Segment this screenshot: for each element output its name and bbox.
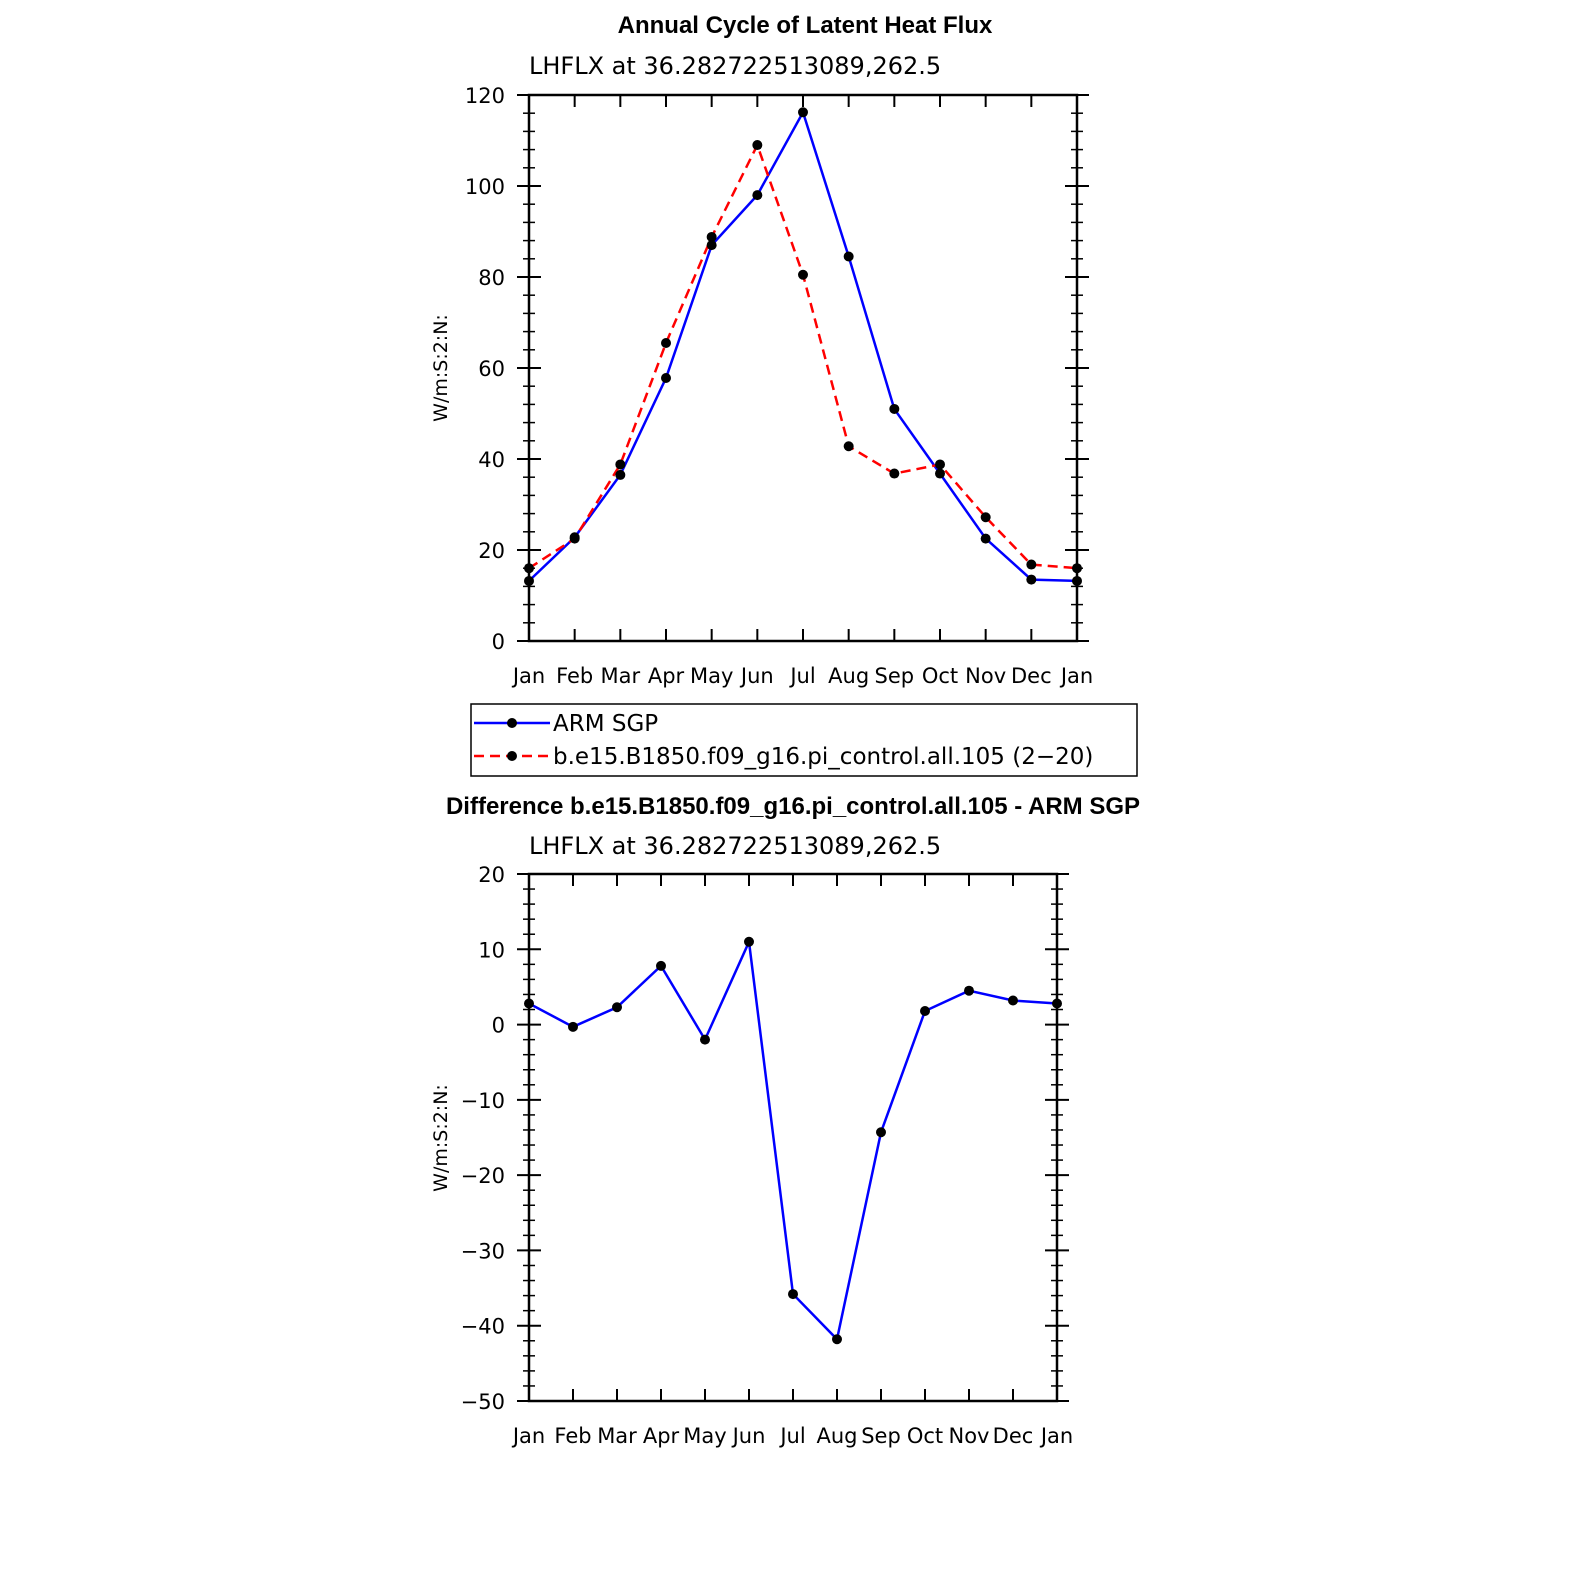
y-tick-label: 20: [478, 539, 505, 563]
y-tick-label: 20: [478, 863, 505, 887]
y-tick-label: 100: [465, 175, 505, 199]
x-tick-label: Aug: [816, 1424, 857, 1448]
x-tick-label: Feb: [556, 664, 593, 688]
x-tick-label: Jan: [1059, 664, 1093, 688]
y-axis-label: W/m:S:2:N:: [430, 1084, 452, 1192]
data-point-s0-3: [661, 373, 671, 384]
data-point-s0-8: [889, 403, 900, 414]
data-point-s0-0: [524, 998, 534, 1009]
x-tick-label: Apr: [648, 664, 685, 688]
chart-title: Annual Cycle of Latent Heat Flux: [618, 12, 993, 39]
x-tick-label: Mar: [601, 664, 641, 688]
y-tick-label: 0: [492, 630, 505, 654]
y-tick-label: 10: [478, 938, 505, 962]
data-point-s0-4: [700, 1034, 710, 1045]
legend-marker-arm-sgp: [507, 718, 517, 728]
data-point-s0-7: [832, 1334, 842, 1345]
legend-label-model: b.e15.B1850.f09_g16.pi_control.all.105 (…: [553, 744, 1093, 770]
data-point-s1-11: [1026, 559, 1037, 570]
x-tick-label: Feb: [554, 1424, 591, 1448]
panel-difference: Difference b.e15.B1850.f09_g16.pi_contro…: [430, 793, 1140, 1448]
series-line-0: [528, 937, 1058, 1342]
x-tick-label: Dec: [993, 1424, 1034, 1448]
data-point-s0-11: [1008, 995, 1018, 1006]
y-tick-label: 0: [492, 1014, 505, 1038]
x-tick-label: May: [690, 664, 733, 688]
plot-frame: [527, 93, 1079, 643]
data-point-s1-2: [615, 459, 626, 470]
x-tick-label: May: [683, 1424, 726, 1448]
y-tick-label: −20: [461, 1164, 505, 1188]
chart-title: Difference b.e15.B1850.f09_g16.pi_contro…: [446, 793, 1140, 820]
y-tick-label: 40: [478, 448, 505, 472]
y-tick-label: −40: [461, 1315, 505, 1339]
data-point-s0-9: [935, 468, 945, 479]
x-tick-label: Dec: [1011, 664, 1052, 688]
x-tick-label: Jun: [739, 664, 774, 688]
data-point-s0-10: [964, 985, 974, 996]
data-point-s1-8: [889, 468, 900, 479]
data-point-s1-5: [752, 140, 763, 151]
data-point-s0-8: [876, 1127, 886, 1138]
x-tick-label: Aug: [828, 664, 869, 688]
data-point-s0-4: [706, 240, 717, 251]
y-tick-label: 60: [478, 357, 505, 381]
data-point-s1-4: [706, 231, 717, 242]
series-line-0: [528, 109, 1078, 583]
data-point-s0-5: [752, 190, 763, 201]
y-tick-label: 120: [465, 84, 505, 108]
y-tick-label: −50: [461, 1390, 505, 1414]
x-tick-label: Apr: [643, 1424, 680, 1448]
y-tick-label: −10: [461, 1089, 505, 1113]
legend-label-arm-sgp: ARM SGP: [553, 711, 658, 737]
x-tick-label: Jul: [788, 664, 815, 688]
data-point-s1-1: [569, 533, 580, 544]
data-point-s0-9: [920, 1006, 930, 1017]
x-tick-label: Jan: [511, 1424, 545, 1448]
x-tick-label: Jan: [511, 664, 545, 688]
data-point-s0-12: [1072, 575, 1082, 586]
data-point-s1-6: [798, 269, 808, 280]
data-point-s1-9: [935, 459, 945, 470]
legend-box: [470, 703, 1138, 777]
x-tick-label: Mar: [597, 1424, 637, 1448]
legend-marker-model: [507, 751, 517, 761]
data-point-s0-0: [524, 575, 534, 586]
x-tick-label: Oct: [922, 664, 958, 688]
data-point-s1-7: [843, 441, 854, 452]
data-point-s0-1: [568, 1021, 578, 1032]
y-tick-label: −30: [461, 1239, 505, 1263]
data-point-s1-0: [524, 563, 534, 574]
data-point-s0-6: [788, 1289, 798, 1300]
data-point-s0-2: [615, 469, 626, 480]
data-point-s1-3: [661, 337, 671, 348]
chart-subtitle: LHFLX at 36.282722513089,262.5: [529, 832, 941, 860]
panel-annual-cycle: Annual Cycle of Latent Heat Flux LHFLX a…: [430, 12, 1138, 777]
x-tick-label: Jun: [731, 1424, 766, 1448]
x-tick-label: Jan: [1039, 1424, 1073, 1448]
data-point-s0-6: [798, 107, 808, 118]
data-point-s0-11: [1026, 574, 1037, 585]
data-point-s0-2: [612, 1002, 622, 1013]
data-point-s1-12: [1072, 563, 1082, 574]
x-tick-label: Nov: [965, 664, 1006, 688]
series-line-1: [528, 141, 1078, 570]
plot-frame: [527, 872, 1059, 1403]
data-point-s0-10: [980, 533, 991, 544]
data-point-s0-5: [744, 936, 754, 947]
x-tick-label: Sep: [861, 1424, 901, 1448]
data-point-s0-3: [656, 960, 666, 971]
legend: ARM SGP b.e15.B1850.f09_g16.pi_control.a…: [470, 703, 1138, 777]
chart-subtitle: LHFLX at 36.282722513089,262.5: [529, 52, 941, 80]
y-tick-label: 80: [478, 266, 505, 290]
y-axis-label: W/m:S:2:N:: [430, 314, 452, 422]
x-tick-label: Jul: [778, 1424, 805, 1448]
x-tick-label: Oct: [907, 1424, 943, 1448]
data-point-s0-12: [1052, 998, 1062, 1009]
data-point-s1-10: [980, 512, 991, 523]
x-tick-label: Sep: [875, 664, 915, 688]
data-point-s0-7: [843, 251, 854, 262]
x-tick-label: Nov: [949, 1424, 990, 1448]
